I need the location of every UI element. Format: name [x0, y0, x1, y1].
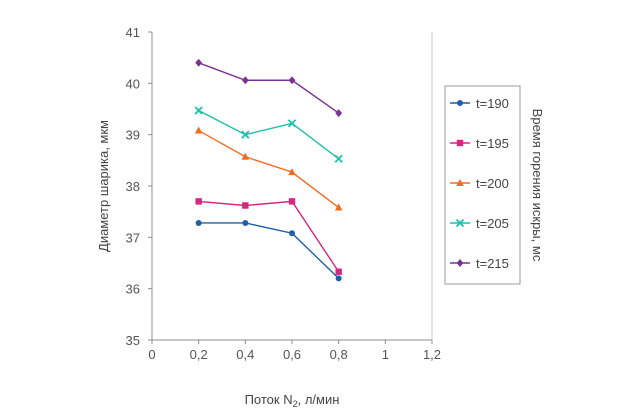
- y-tick-label: 35: [126, 333, 140, 348]
- data-point-t=215: [335, 109, 343, 118]
- legend-item: t=205: [450, 216, 509, 231]
- data-point-t=200: [241, 152, 250, 160]
- y-tick-label: 37: [126, 230, 140, 245]
- x-tick-label: 0,6: [283, 347, 301, 362]
- legend-swatch-marker: [457, 100, 463, 106]
- marker-stroke: [241, 130, 250, 139]
- data-point-t=195: [288, 198, 296, 205]
- data-point-t=190: [289, 230, 295, 237]
- data-point-t=195: [242, 202, 249, 209]
- series-line-t=200: [198, 129, 340, 209]
- data-point-t=205: [287, 119, 297, 128]
- data-point-t=215: [288, 76, 296, 85]
- data-point-t=190: [195, 219, 202, 226]
- data-point-t=205: [241, 130, 250, 139]
- y-tick-label: 36: [126, 282, 140, 297]
- y-tick-label: 41: [126, 25, 140, 40]
- marker-stroke: [287, 119, 297, 128]
- y-tick-label: 38: [126, 179, 140, 194]
- legend-swatch-marker: [456, 259, 464, 267]
- legend-box: [444, 85, 521, 285]
- data-point-t=200: [194, 126, 203, 134]
- x-tick-label: 1: [382, 347, 389, 362]
- legend-item: t=200: [450, 176, 509, 191]
- legend-swatch-marker: [456, 139, 464, 147]
- x-axis-title: Поток N2, л/мин: [245, 392, 340, 409]
- x-tick-label: 0: [148, 347, 155, 362]
- legend-swatch-marker: [455, 218, 465, 228]
- series-line-t=195: [198, 200, 340, 273]
- legend-swatch-marker: [456, 179, 464, 186]
- series-line-t=190: [198, 222, 340, 279]
- y-tick-label: 40: [126, 76, 140, 91]
- legend-label: t=195: [476, 136, 509, 151]
- marker-stroke: [334, 154, 343, 163]
- legend-label: t=205: [476, 216, 509, 231]
- legend-item: t=195: [450, 136, 509, 151]
- legend-item: t=190: [450, 96, 509, 111]
- x-tick-label: 1,2: [423, 347, 441, 362]
- data-point-t=200: [288, 168, 296, 176]
- series-line-t=205: [198, 109, 340, 160]
- data-point-t=205: [194, 106, 203, 115]
- x-tick-label: 0,8: [330, 347, 348, 362]
- x-tick-label: 0,2: [190, 347, 208, 362]
- data-point-t=205: [334, 154, 343, 163]
- marker-stroke: [455, 218, 465, 228]
- data-point-t=215: [241, 76, 249, 85]
- data-point-t=195: [335, 268, 342, 275]
- legend-label: t=190: [476, 96, 509, 111]
- legend-label: t=215: [476, 256, 509, 271]
- x-axis-title-main: Поток N: [245, 392, 293, 407]
- marker-stroke: [194, 106, 203, 115]
- legend-title: Время горения искры, мс: [530, 109, 545, 262]
- y-tick-label: 39: [126, 128, 140, 143]
- x-axis-title-subscript: 2: [293, 399, 298, 409]
- legend-label: t=200: [476, 176, 509, 191]
- data-point-t=190: [242, 219, 249, 226]
- data-point-t=195: [195, 198, 202, 205]
- legend-item: t=215: [450, 256, 509, 271]
- y-axis-title: Диаметр шарика, мкм: [96, 120, 111, 252]
- data-point-t=190: [335, 275, 342, 282]
- data-point-t=200: [334, 203, 343, 211]
- data-point-t=215: [195, 58, 203, 67]
- x-tick-label: 0,4: [236, 347, 254, 362]
- x-axis-title-unit: , л/мин: [298, 392, 340, 407]
- series-line-t=215: [198, 62, 340, 114]
